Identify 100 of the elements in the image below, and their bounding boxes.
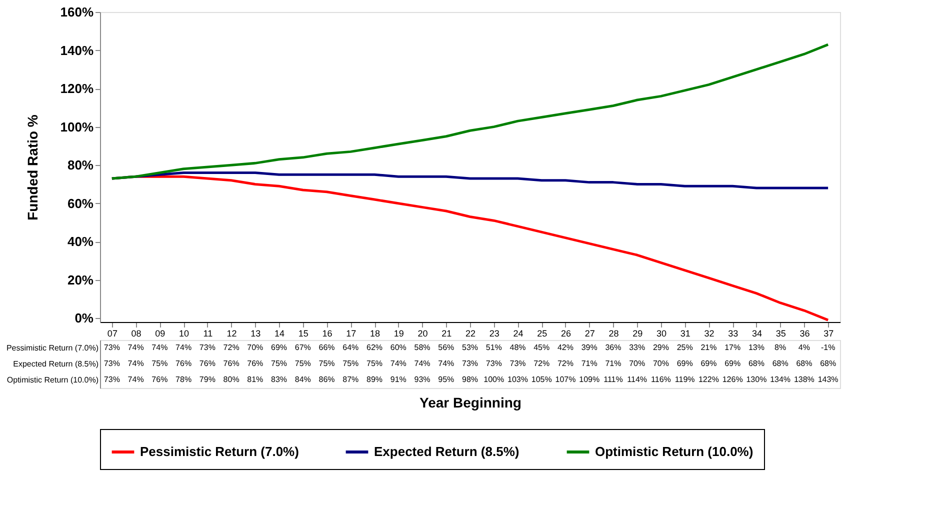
data-label: 74% (128, 375, 144, 384)
data-label: 39% (581, 343, 598, 352)
data-label: 70% (247, 343, 264, 352)
data-label: 86% (318, 375, 335, 384)
data-label: 73% (486, 359, 502, 368)
data-label: 105% (531, 375, 552, 384)
data-label: 75% (366, 359, 383, 368)
legend-label: Expected Return (8.5%) (374, 444, 520, 459)
data-label: 114% (627, 375, 648, 384)
data-label: 73% (510, 359, 526, 368)
data-label: 66% (318, 343, 335, 352)
data-label: 119% (674, 375, 695, 384)
x-tick-label: 12 (226, 328, 237, 338)
x-tick-label: 10 (179, 328, 190, 338)
x-tick-label: 33 (728, 328, 738, 338)
x-tick-label: 28 (608, 328, 619, 338)
x-tick-label: 24 (513, 328, 524, 338)
data-label: 60% (390, 343, 406, 352)
x-tick-label: 21 (442, 328, 452, 338)
text: Optimistic Return (10.0%) (6, 376, 98, 384)
data-label: 78% (176, 375, 192, 384)
data-label: 58% (414, 343, 430, 352)
x-axis-title: Year Beginning (420, 394, 522, 410)
data-label: 74% (152, 343, 168, 352)
x-tick-label: 15 (298, 328, 308, 338)
data-label: 74% (176, 343, 192, 352)
data-label: 100% (484, 375, 504, 384)
y-tick-label: 140% (60, 42, 94, 58)
data-label: 64% (342, 343, 359, 352)
x-tick-label: 29 (632, 328, 643, 338)
data-label: 25% (676, 343, 693, 352)
data-label: 95% (438, 375, 454, 384)
data-label: 53% (462, 343, 478, 352)
x-tick-label: 20 (418, 328, 428, 338)
data-label: 83% (271, 375, 288, 384)
data-label: 134% (770, 375, 791, 384)
data-label: 67% (294, 343, 311, 352)
data-label: 73% (104, 359, 120, 368)
data-label: 73% (462, 359, 478, 368)
data-label: 69% (676, 359, 693, 368)
data-label: 75% (294, 359, 311, 368)
data-label: 45% (534, 343, 550, 352)
x-tick-label: 34 (752, 328, 762, 338)
data-label: 17% (724, 343, 741, 352)
data-label: 4% (798, 343, 810, 352)
data-label: 29% (652, 343, 669, 352)
data-label: 62% (366, 343, 383, 352)
x-tick-label: 25 (537, 328, 548, 338)
data-label: 76% (247, 359, 264, 368)
y-tick-label: 20% (67, 272, 94, 288)
data-label: 13% (748, 343, 764, 352)
data-label: 126% (722, 375, 743, 384)
x-tick-label: 35 (776, 328, 786, 338)
data-label: 74% (438, 359, 454, 368)
x-tick-label: 08 (131, 328, 142, 338)
data-label: 84% (294, 375, 311, 384)
data-label: 89% (366, 375, 383, 384)
data-label: 73% (199, 343, 216, 352)
data-label: 42% (557, 343, 574, 352)
data-label: 51% (486, 343, 502, 352)
legend-label: Optimistic Return (10.0%) (595, 444, 754, 459)
y-tick-label: 160% (60, 4, 94, 20)
data-label: 71% (605, 359, 622, 368)
x-tick-label: 13 (250, 328, 261, 338)
x-tick-label: 22 (465, 328, 476, 338)
data-label: 74% (414, 359, 430, 368)
data-label: 75% (271, 359, 288, 368)
x-tick-label: 07 (107, 328, 118, 338)
data-label: 8% (774, 343, 786, 352)
data-label: 70% (629, 359, 646, 368)
text: Pessimistic Return (7.0%) (6, 344, 98, 352)
y-tick-label: 120% (60, 81, 94, 96)
data-label: 21% (700, 343, 717, 352)
data-label: 68% (748, 359, 764, 368)
x-tick-label: 31 (680, 328, 690, 338)
data-label: 72% (534, 359, 550, 368)
x-tick-label: 09 (155, 328, 166, 338)
data-label: 103% (508, 375, 528, 384)
x-tick-label: 23 (489, 328, 500, 338)
data-label: 138% (794, 375, 814, 384)
x-tick-label: 17 (346, 328, 356, 338)
x-tick-label: 19 (394, 328, 404, 338)
data-label: 109% (579, 375, 600, 384)
data-label: 68% (772, 359, 788, 368)
data-label: 76% (223, 359, 240, 368)
data-label: 98% (462, 375, 478, 384)
data-label: 75% (342, 359, 359, 368)
x-tick-label: 32 (704, 328, 714, 338)
x-tick-label: 30 (656, 328, 666, 338)
data-label: 107% (555, 375, 576, 384)
x-tick-label: 36 (800, 328, 810, 338)
data-label: 80% (223, 375, 240, 384)
data-label: 72% (557, 359, 574, 368)
data-label: 79% (199, 375, 216, 384)
data-label: 75% (152, 359, 168, 368)
data-label: 36% (605, 343, 622, 352)
data-label: 75% (318, 359, 335, 368)
x-tick-label: 18 (370, 328, 380, 338)
data-label: 69% (700, 359, 717, 368)
y-tick-label: 100% (60, 119, 94, 134)
